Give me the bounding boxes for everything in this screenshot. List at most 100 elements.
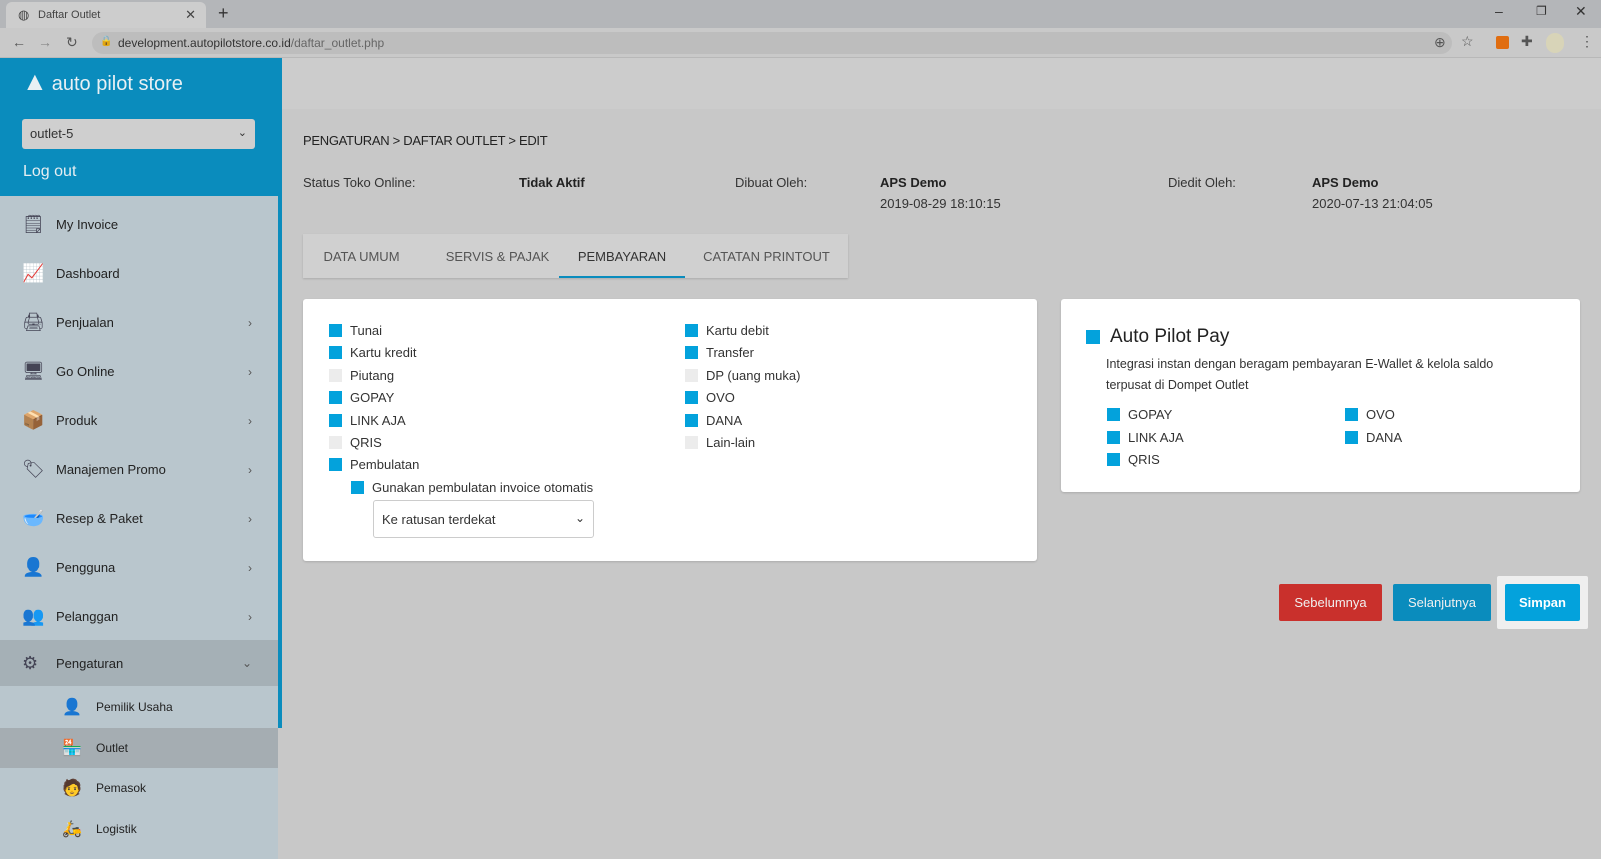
checkbox[interactable] bbox=[685, 346, 698, 360]
sidebar-item-penjualan[interactable]: 🖨 Penjualan › bbox=[0, 298, 278, 347]
checkbox[interactable] bbox=[1086, 330, 1100, 344]
checkbox[interactable] bbox=[329, 368, 342, 382]
logout-link[interactable]: Log out bbox=[23, 163, 77, 180]
payment-option[interactable]: Tunai bbox=[329, 323, 382, 338]
auto-rounding-option[interactable]: Gunakan pembulatan invoice otomatis bbox=[351, 480, 593, 495]
box-icon: 📦 bbox=[22, 410, 45, 430]
checkbox-label: Piutang bbox=[350, 367, 395, 383]
restore-button[interactable]: ❐ bbox=[1536, 4, 1547, 18]
payment-option[interactable]: Piutang bbox=[329, 368, 394, 383]
tab-pembayaran[interactable]: PEMBAYARAN bbox=[559, 234, 685, 278]
autopilot-pay-option[interactable]: QRIS bbox=[1107, 452, 1160, 467]
checkbox[interactable] bbox=[685, 413, 698, 427]
checkbox[interactable] bbox=[329, 324, 342, 337]
shopping-extension-icon[interactable] bbox=[1496, 36, 1509, 49]
browser-tab[interactable]: ◍ Daftar Outlet ✕ bbox=[6, 2, 206, 28]
chevron-right-icon: › bbox=[248, 560, 252, 575]
star-icon[interactable]: ☆ bbox=[1461, 33, 1474, 49]
sidebar-item-pengguna[interactable]: 👤 Pengguna › bbox=[0, 543, 278, 592]
checkbox[interactable] bbox=[1107, 430, 1120, 444]
sidebar-item-go-online[interactable]: 🖥 Go Online › bbox=[0, 347, 278, 396]
outlet-select[interactable]: outlet-5 ⌄ bbox=[22, 119, 255, 149]
save-button[interactable]: Simpan bbox=[1505, 584, 1580, 621]
sidebar-subitem-pemasok[interactable]: 🧑 Pemasok bbox=[0, 768, 278, 808]
outlet-value: outlet-5 bbox=[30, 126, 74, 141]
delivery-icon: 🛵 bbox=[62, 820, 82, 838]
checkbox[interactable] bbox=[329, 436, 342, 449]
checkbox[interactable] bbox=[1345, 408, 1358, 421]
sidebar-item-produk[interactable]: 📦 Produk › bbox=[0, 396, 278, 445]
url-host: development.autopilotstore.co.id bbox=[118, 36, 291, 50]
edited-by: APS Demo bbox=[1312, 175, 1379, 190]
checkbox[interactable] bbox=[685, 324, 698, 337]
autopilot-pay-option[interactable]: DANA bbox=[1345, 430, 1402, 445]
browser-tab-bar bbox=[0, 0, 1601, 28]
chevron-right-icon: › bbox=[248, 511, 252, 526]
sidebar-subitem-logistik[interactable]: 🛵 Logistik bbox=[0, 809, 278, 849]
checkbox[interactable] bbox=[329, 458, 342, 472]
tab-servis-pajak[interactable]: SERVIS & PAJAK bbox=[445, 249, 550, 264]
checkbox[interactable] bbox=[685, 368, 698, 382]
checkbox-label: QRIS bbox=[350, 435, 382, 450]
sidebar-scrollbar[interactable] bbox=[278, 58, 282, 728]
created-label: Dibuat Oleh: bbox=[735, 175, 808, 190]
sidebar-subitem-label: Pemasok bbox=[96, 781, 147, 795]
payment-option[interactable]: LINK AJA bbox=[329, 413, 406, 428]
payment-option[interactable]: GOPAY bbox=[329, 390, 394, 405]
payment-option[interactable]: Pembulatan bbox=[329, 457, 419, 472]
payment-option[interactable]: DANA bbox=[685, 413, 742, 428]
url-input[interactable]: 🔒 development.autopilotstore.co.id/daftar… bbox=[92, 32, 1452, 54]
reload-icon[interactable]: ↻ bbox=[66, 34, 78, 50]
sidebar-item-pengaturan[interactable]: ⚙ Pengaturan ⌄ bbox=[0, 640, 278, 686]
logo[interactable]: ▲ auto pilot store bbox=[22, 66, 183, 96]
checkbox[interactable] bbox=[685, 436, 698, 449]
sidebar-item-dashboard[interactable]: 📈 Dashboard bbox=[0, 249, 278, 298]
owner-icon: 👤 bbox=[62, 699, 82, 716]
sidebar-item-resep-paket[interactable]: 🥣 Resep & Paket › bbox=[0, 494, 278, 543]
sidebar-subitem-outlet[interactable]: 🏪 Outlet bbox=[0, 727, 278, 768]
sidebar-item-pelanggan[interactable]: 👥 Pelanggan › bbox=[0, 592, 278, 641]
checkbox[interactable] bbox=[1107, 408, 1120, 421]
checkbox-label: LINK AJA bbox=[350, 412, 406, 428]
sidebar-item-my-invoice[interactable]: 🗒 My Invoice bbox=[0, 200, 278, 249]
zoom-icon[interactable]: ⊕ bbox=[1434, 34, 1446, 50]
gear-icon: ⚙ bbox=[22, 652, 39, 673]
checkbox-label: Tunai bbox=[350, 323, 383, 338]
close-tab-icon[interactable]: ✕ bbox=[185, 7, 196, 22]
menu-icon[interactable]: ⋮ bbox=[1580, 33, 1594, 49]
payment-option[interactable]: Lain-lain bbox=[685, 435, 755, 450]
autopilot-pay-option[interactable]: GOPAY bbox=[1107, 407, 1172, 422]
payment-option[interactable]: Kartu kredit bbox=[329, 345, 416, 360]
tab-data-umum[interactable]: DATA UMUM bbox=[323, 249, 400, 264]
sidebar-subitem-label: Outlet bbox=[96, 740, 129, 755]
forward-icon[interactable]: → bbox=[38, 34, 52, 50]
previous-button[interactable]: Sebelumnya bbox=[1279, 584, 1382, 621]
sidebar-item-label: Go Online bbox=[56, 364, 115, 379]
checkbox[interactable] bbox=[329, 391, 342, 405]
minimize-button[interactable]: – bbox=[1495, 3, 1503, 19]
back-icon[interactable]: ← bbox=[12, 34, 26, 50]
payment-option[interactable]: QRIS bbox=[329, 435, 382, 450]
checkbox[interactable] bbox=[685, 391, 698, 405]
new-tab-button[interactable]: + bbox=[218, 3, 229, 23]
checkbox[interactable] bbox=[351, 481, 364, 494]
checkbox[interactable] bbox=[1345, 430, 1358, 444]
payment-option[interactable]: OVO bbox=[685, 390, 735, 405]
rounding-select[interactable]: Ke ratusan terdekat ⌄ bbox=[373, 500, 594, 538]
close-window-button[interactable]: ✕ bbox=[1575, 3, 1587, 19]
sidebar-item-manajemen-promo[interactable]: 🏷 Manajemen Promo › bbox=[0, 445, 278, 494]
autopilot-pay-option[interactable]: LINK AJA bbox=[1107, 430, 1184, 445]
checkbox[interactable] bbox=[329, 346, 342, 360]
checkbox[interactable] bbox=[1107, 453, 1120, 467]
checkbox[interactable] bbox=[329, 413, 342, 427]
profile-avatar[interactable] bbox=[1546, 33, 1564, 53]
payment-option[interactable]: Transfer bbox=[685, 345, 754, 360]
payment-option[interactable]: DP (uang muka) bbox=[685, 368, 800, 383]
sidebar-subitem-pemilik-usaha[interactable]: 👤 Pemilik Usaha bbox=[0, 687, 278, 727]
next-button[interactable]: Selanjutnya bbox=[1393, 584, 1491, 621]
tab-catatan-printout[interactable]: CATATAN PRINTOUT bbox=[703, 249, 830, 264]
autopilot-pay-toggle[interactable]: Auto Pilot Pay bbox=[1086, 326, 1229, 348]
payment-option[interactable]: Kartu debit bbox=[685, 323, 769, 338]
extensions-icon[interactable]: ✚ bbox=[1521, 33, 1533, 49]
autopilot-pay-option[interactable]: OVO bbox=[1345, 407, 1395, 422]
